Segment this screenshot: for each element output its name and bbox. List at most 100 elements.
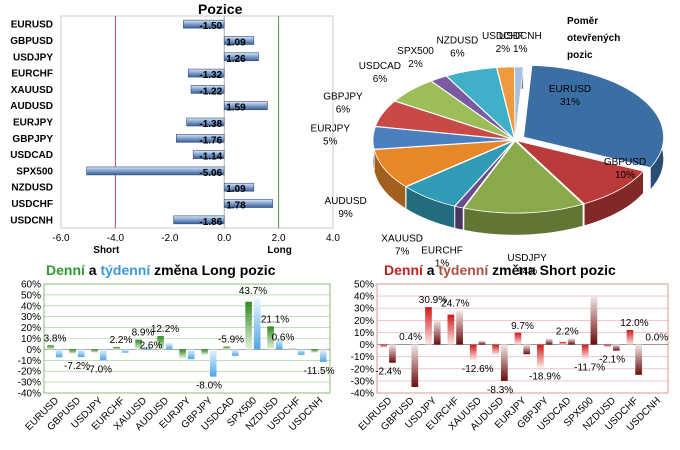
- bar-weekly: [209, 349, 217, 377]
- pie-label-name: EURJPY: [311, 123, 351, 134]
- pie-slice: [523, 64, 664, 169]
- value-label: 8.9%: [132, 328, 155, 339]
- bar-weekly: [500, 344, 508, 381]
- y-tick-label: 0%: [27, 345, 42, 356]
- category-label: USDJPY: [13, 52, 53, 63]
- title-part: změna Long pozic: [150, 262, 275, 278]
- bar-weekly: [275, 338, 283, 350]
- pie-label-value: 6%: [373, 74, 388, 85]
- long-change-chart: Denní a týdenní změna Long pozic 60%50%40…: [18, 262, 335, 433]
- bar-daily: [179, 349, 186, 359]
- position-bar: [176, 134, 225, 143]
- pie-label-name: EURCHF: [421, 245, 463, 256]
- y-tick-label: -10%: [351, 352, 374, 363]
- position-bar: [223, 36, 255, 45]
- y-tick-label: 40%: [354, 292, 374, 303]
- value-label: -12.6%: [462, 364, 494, 375]
- chart-title: Denní a týdenní změna Long pozic: [46, 262, 276, 278]
- pie-slice: [514, 66, 524, 139]
- bar-daily: [135, 339, 142, 350]
- x-tick-label: -6.0: [52, 233, 70, 244]
- y-tick-label: -30%: [18, 378, 41, 389]
- value-label: -5.9%: [218, 335, 244, 346]
- bar-weekly: [187, 349, 195, 360]
- bar-weekly: [253, 298, 261, 350]
- pie-slice: [405, 140, 515, 207]
- bar-daily: [581, 344, 589, 359]
- value-label: -1.76: [199, 135, 222, 146]
- pie-title-line: pozic: [567, 50, 593, 61]
- value-label: 9.7%: [511, 321, 534, 332]
- value-label: 43.7%: [239, 286, 267, 297]
- bar-weekly: [143, 346, 151, 350]
- bar-daily: [648, 344, 656, 346]
- bar-weekly: [635, 344, 643, 375]
- value-label: 3.8%: [44, 333, 67, 344]
- pie-label-value: 6%: [336, 104, 351, 115]
- pie-slice: [445, 67, 516, 141]
- y-tick-label: 30%: [354, 304, 374, 315]
- category-label: EURUSD: [11, 20, 53, 31]
- bar-weekly: [297, 349, 305, 355]
- pie-label-name: GBPUSD: [604, 157, 646, 168]
- ratio-pie-chart: EURUSD 31% GBPUSD 10% USDJPY 14% EURCHF 1% XAUUS…: [311, 16, 664, 277]
- value-label: -1.38: [199, 119, 222, 130]
- category-label: EURJPY: [13, 118, 53, 129]
- bar-daily: [626, 330, 634, 345]
- pie-label-value: 1%: [435, 258, 450, 269]
- y-tick-label: 20%: [21, 323, 41, 334]
- bar-weekly: [231, 349, 239, 356]
- value-label: 2.6%: [140, 341, 163, 352]
- category-label: USDCHF: [11, 199, 53, 210]
- category-label: XAUUSD: [11, 85, 53, 96]
- bar-daily: [559, 341, 567, 345]
- pie-label-name: AUDUSD: [324, 196, 366, 207]
- bar-daily: [245, 301, 252, 350]
- chart-title: Denní a týdenní změna Short pozic: [384, 262, 616, 278]
- value-label: 1.59: [226, 103, 246, 114]
- positions-chart: Pozice EURUSD -1.50 GBPUSD 1.09 USDJPY 1.26 EUR…: [10, 1, 340, 256]
- bar-daily: [69, 349, 76, 354]
- value-label: -2.1%: [599, 355, 625, 366]
- value-label: 1.26: [226, 54, 246, 65]
- y-tick-label: -40%: [351, 389, 374, 400]
- y-tick-label: 10%: [21, 334, 41, 345]
- short-annotation: Short: [93, 245, 120, 256]
- bar-weekly: [411, 344, 419, 387]
- title-part: Denní: [46, 262, 86, 278]
- bar-weekly: [568, 338, 575, 345]
- pie-label-value: 1%: [513, 44, 528, 55]
- bar-daily: [289, 348, 296, 350]
- category-label: EURCHF: [11, 69, 53, 80]
- bar-daily: [402, 344, 410, 345]
- y-tick-label: 60%: [21, 280, 41, 291]
- pie-label-name: USDCAD: [359, 61, 401, 72]
- title-part: a: [423, 262, 439, 278]
- bar-weekly: [319, 349, 327, 362]
- position-bar: [223, 101, 268, 110]
- position-bar: [223, 52, 259, 62]
- pie-slice: [454, 140, 515, 209]
- bar-daily: [492, 344, 499, 355]
- position-bar: [183, 19, 225, 29]
- value-label: 0.0%: [645, 333, 668, 344]
- value-label: -7.0%: [86, 364, 112, 375]
- chart-title: Pozice: [198, 1, 243, 17]
- bar-daily: [47, 345, 54, 350]
- value-label: -2.4%: [375, 367, 401, 378]
- value-label: -1.50: [199, 21, 222, 32]
- bar-weekly: [77, 349, 85, 358]
- value-label: 2.2%: [556, 327, 579, 338]
- value-label: 1.09: [226, 37, 246, 48]
- position-bar: [187, 68, 225, 78]
- value-label: -8.0%: [196, 381, 222, 392]
- y-tick-label: -10%: [18, 356, 41, 367]
- pie-label-value: 9%: [338, 209, 353, 220]
- bar-daily: [91, 349, 98, 353]
- value-label: -18.9%: [529, 371, 561, 382]
- position-bar: [86, 166, 225, 176]
- value-label: 12.2%: [151, 324, 179, 335]
- bar-daily: [311, 349, 318, 353]
- value-label: 2.2%: [110, 335, 133, 346]
